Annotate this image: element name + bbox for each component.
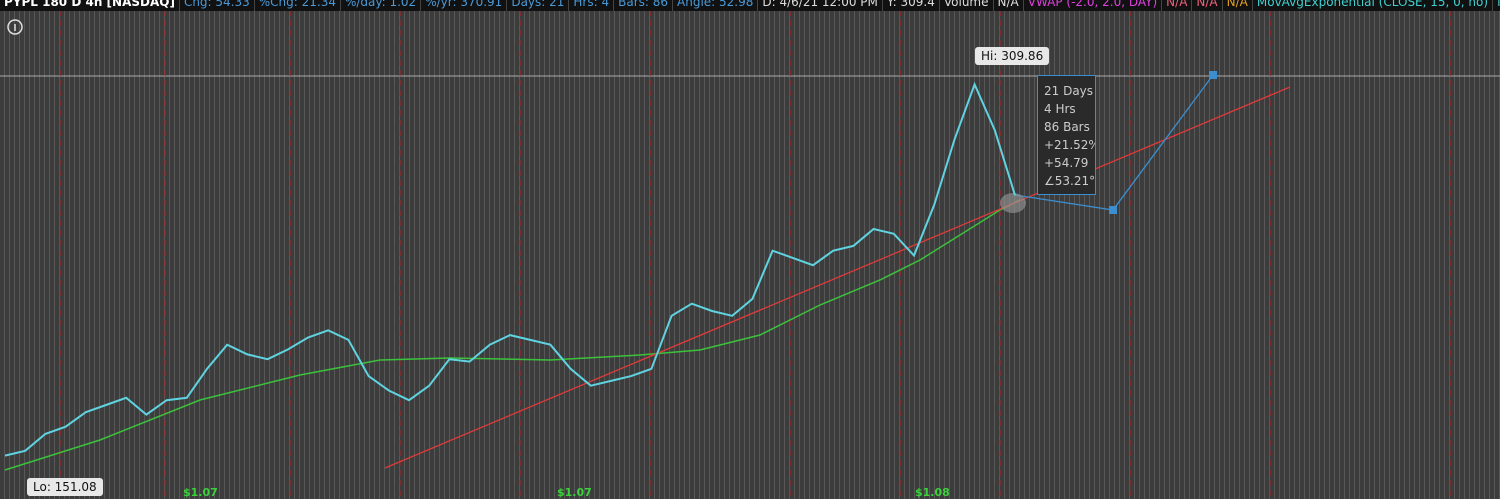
header-item: %/yr: 370.91 [421, 0, 508, 11]
measure-box: 21 Days 4 Hrs 86 Bars +21.52% +54.79 ∠53.21° [1037, 75, 1096, 195]
info-icon[interactable] [7, 19, 23, 35]
header-item: Hrs: 4 [569, 0, 615, 11]
header-item: N/A [994, 0, 1024, 11]
lo-label: Lo: 151.08 [27, 478, 103, 496]
measure-line: 86 Bars [1044, 120, 1090, 134]
header-item: Days: 21 [507, 0, 570, 11]
moving-average [4, 199, 1021, 471]
measure-line: 21 Days [1044, 84, 1094, 98]
header-item: D: 4/6/21 12:00 PM [758, 0, 883, 11]
handle[interactable] [1209, 71, 1217, 79]
header: PYPL 180 D 4h [NASDAQ] Chg: 54.33 %Chg: 21… [0, 0, 1500, 11]
header-item: VWAP (-2.0, 2.0, DAY) [1024, 0, 1163, 11]
header-item: Chg: 54.33 [180, 0, 255, 11]
session-lines [59, 0, 1451, 499]
measure-line: 4 Hrs [1044, 102, 1076, 116]
header-item: Angle: 52.98 [673, 0, 759, 11]
price-line [4, 81, 1016, 457]
header-item: N/A [1162, 0, 1193, 11]
header-item: PYPL 180 D 4h [NASDAQ] [0, 0, 180, 11]
measure-line: ∠53.21° [1044, 174, 1096, 188]
hi-label: Hi: 309.86 [975, 47, 1050, 65]
header-item: %Chg: 21.34 [255, 0, 341, 11]
handle[interactable] [1109, 206, 1117, 214]
header-item: Y: 309.4 [883, 0, 940, 11]
header-item: Volume [940, 0, 994, 11]
anchor[interactable] [1000, 193, 1026, 213]
bottom-label: $1.07 [557, 486, 592, 499]
header-item: Bars: 86 [614, 0, 674, 11]
measure-line: +21.52% [1044, 138, 1096, 152]
header-item: N/A [1192, 0, 1223, 11]
header-item: MovAvgExponential (CLOSE, 15, 0, no) [1253, 0, 1494, 11]
header-item: N/A [1493, 0, 1500, 11]
bottom-label: $1.08 [915, 486, 950, 499]
trend-line [384, 86, 1291, 469]
header-item: N/A [1223, 0, 1253, 11]
measure-line: +54.79 [1044, 156, 1089, 170]
bottom-label: $1.07 [183, 486, 218, 499]
header-item: %/day: 1.02 [341, 0, 422, 11]
